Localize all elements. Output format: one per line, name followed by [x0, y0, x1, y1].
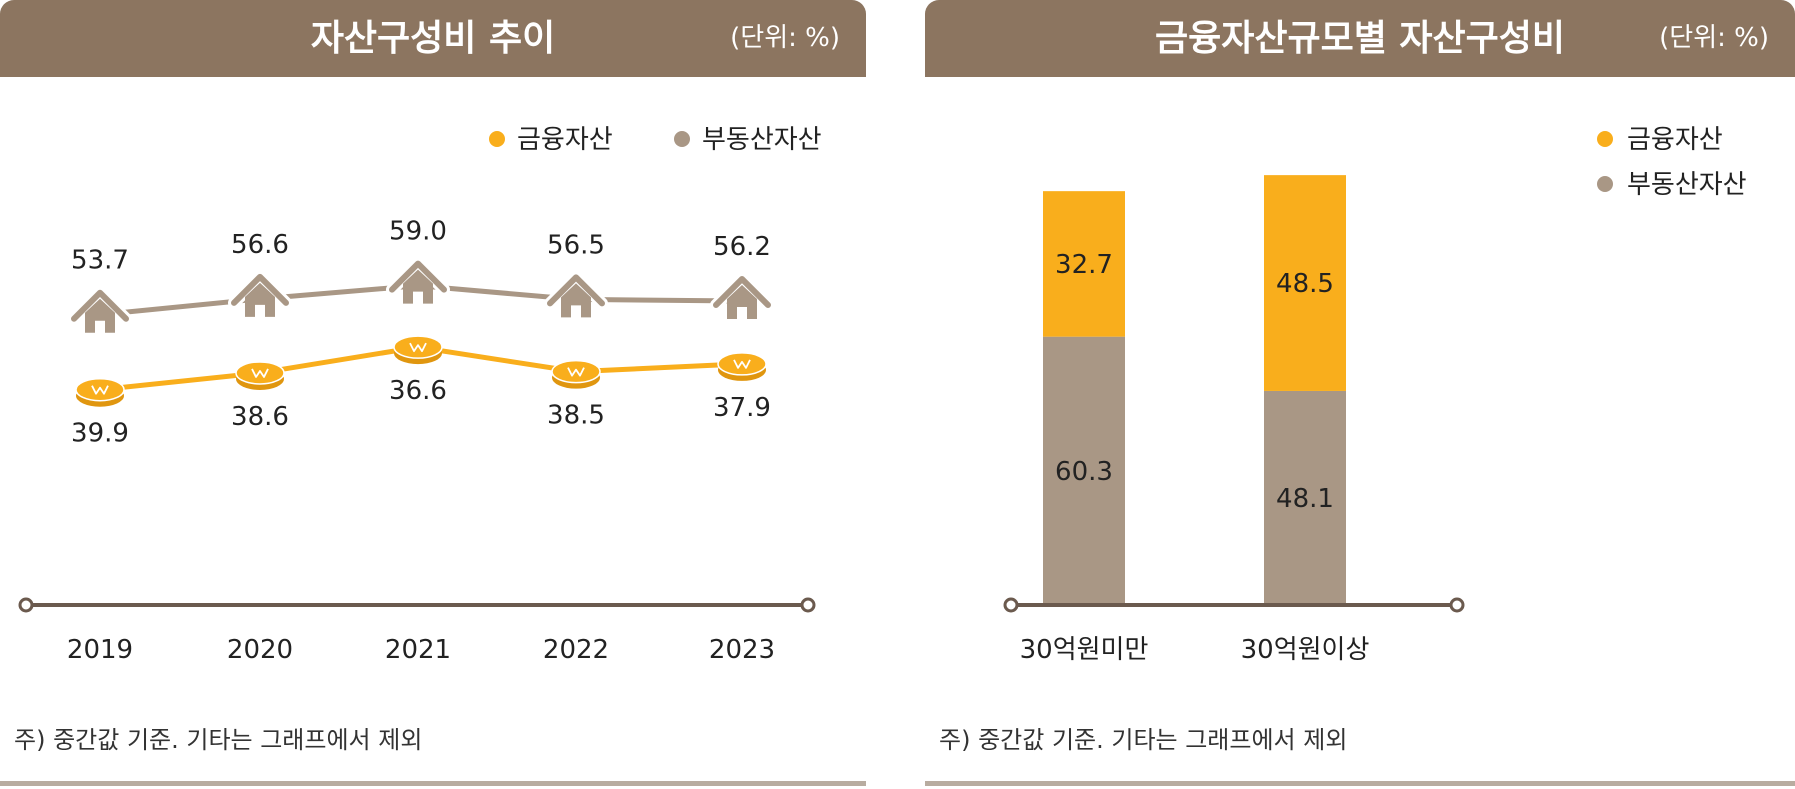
legend-label-financial: 금융자산 — [1627, 125, 1723, 155]
trend-chart-note: 주) 중간값 기준. 기타는 그래프에서 제외 — [14, 726, 423, 754]
composition-chart-bottom-rule — [925, 781, 1795, 786]
x-tick-label: 2021 — [385, 635, 451, 665]
financial-data-label: 32.7 — [1055, 250, 1113, 280]
real-estate-bar-segment — [1043, 336, 1125, 605]
composition-chart-unit: (단위: %) — [1659, 23, 1769, 53]
house-icon — [710, 273, 774, 320]
financial-data-label: 38.6 — [231, 402, 289, 432]
financial-data-label: 48.5 — [1276, 269, 1334, 299]
real-estate-data-label: 53.7 — [71, 246, 129, 276]
real-estate-data-label: 56.2 — [713, 232, 771, 262]
financial-data-label: 38.5 — [547, 401, 605, 431]
trend-line-chart: 금융자산 부동산자산 53.7 56.6 59.0 56.5 56.2 39.9 38.6 36.… — [18, 125, 822, 665]
x-tick-label: 30억원미만 — [1020, 635, 1149, 665]
x-tick-label: 2023 — [709, 635, 775, 665]
x-axis-end-cap — [1449, 597, 1465, 613]
financial-data-label: 36.6 — [389, 376, 447, 406]
coin-face — [75, 377, 125, 402]
coin-face — [717, 352, 767, 376]
real-estate-bar-segment — [1264, 390, 1346, 605]
legend-dot-real-estate — [674, 131, 690, 147]
house-icon — [386, 257, 450, 304]
trend-chart-title: 자산구성비 추이 — [310, 18, 556, 59]
trend-chart-unit: (단위: %) — [730, 23, 840, 53]
trend-chart-panel: 자산구성비 추이 (단위: %) 금융자산 부동산자산 53.7 56.6 59.0 56… — [0, 0, 866, 789]
x-axis-start-cap — [1003, 597, 1019, 613]
house-body — [727, 285, 757, 320]
legend-label-financial: 금융자산 — [517, 125, 613, 155]
coin-icon — [235, 361, 285, 390]
house-roof — [713, 276, 771, 309]
house-icon — [228, 270, 292, 317]
house-body — [85, 298, 115, 333]
legend-dot-financial — [489, 131, 505, 147]
composition-chart-title: 금융자산규모별 자산구성비 — [1155, 18, 1565, 59]
real-estate-data-label: 60.3 — [1055, 457, 1113, 487]
financial-data-label: 39.9 — [71, 419, 129, 449]
real-estate-data-label: 56.6 — [231, 230, 289, 260]
trend-legend: 금융자산 부동산자산 — [489, 125, 822, 155]
house-roof — [389, 260, 447, 293]
won-sign — [91, 385, 109, 395]
real-estate-data-label: 48.1 — [1276, 484, 1334, 514]
trend-chart-bottom-rule — [0, 781, 866, 786]
coin-icon — [551, 359, 601, 389]
coin-face — [235, 361, 285, 385]
legend-dot-financial — [1597, 131, 1613, 147]
won-sign — [251, 368, 269, 378]
legend-dot-real-estate — [1597, 176, 1613, 192]
coin-face — [393, 335, 443, 359]
house-body — [561, 283, 591, 318]
x-tick-label: 30억원이상 — [1241, 635, 1370, 665]
trend-chart-header: 자산구성비 추이 (단위: %) — [0, 0, 866, 77]
x-tick-label: 2022 — [543, 635, 609, 665]
x-tick-label: 2020 — [227, 635, 293, 665]
house-icon — [68, 286, 132, 333]
house-body — [403, 269, 433, 304]
house-roof — [547, 274, 605, 307]
house-roof — [71, 289, 129, 322]
real-estate-data-label: 59.0 — [389, 217, 447, 247]
coin-icon — [393, 335, 443, 365]
house-icon — [544, 271, 608, 318]
won-sign — [733, 359, 751, 369]
legend-label-real-estate: 부동산자산 — [702, 125, 822, 155]
x-axis-start-cap — [18, 597, 34, 613]
coin-icon — [75, 377, 125, 407]
financial-data-label: 37.9 — [713, 393, 771, 423]
won-sign — [567, 367, 585, 377]
coin-icon — [717, 352, 767, 381]
legend-label-real-estate: 부동산자산 — [1627, 170, 1747, 200]
composition-chart-header: 금융자산규모별 자산구성비 (단위: %) — [925, 0, 1795, 77]
house-body — [245, 282, 275, 317]
coin-face — [551, 359, 601, 384]
financial-bar-segment — [1043, 191, 1125, 337]
won-sign — [409, 342, 427, 353]
composition-chart-note: 주) 중간값 기준. 기타는 그래프에서 제외 — [939, 726, 1348, 754]
x-axis-end-cap — [800, 597, 816, 613]
house-roof — [231, 273, 289, 306]
x-tick-label: 2019 — [67, 635, 133, 665]
financial-bar-segment — [1264, 175, 1346, 391]
real-estate-data-label: 56.5 — [547, 230, 605, 260]
